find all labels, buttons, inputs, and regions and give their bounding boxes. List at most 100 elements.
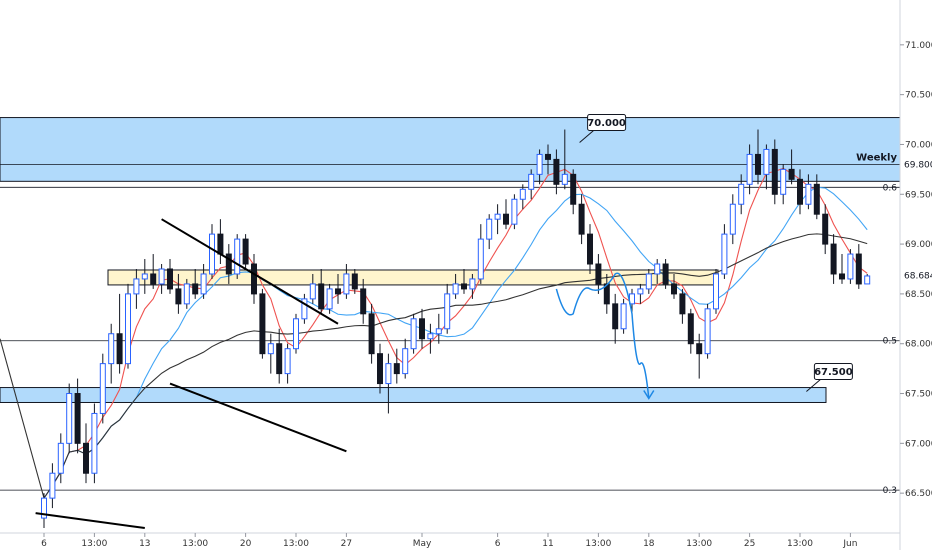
candle-23[interactable] bbox=[234, 234, 241, 279]
candle-84[interactable] bbox=[746, 144, 753, 195]
candle-32[interactable] bbox=[309, 273, 316, 304]
candle-12[interactable] bbox=[141, 259, 148, 294]
candle-13[interactable] bbox=[150, 254, 157, 289]
candle-77[interactable] bbox=[687, 308, 694, 354]
candle-4[interactable] bbox=[74, 378, 81, 454]
candle-53[interactable] bbox=[486, 214, 493, 250]
candle-71[interactable] bbox=[637, 283, 644, 304]
candle-38[interactable] bbox=[360, 278, 367, 324]
candle-81[interactable] bbox=[721, 224, 728, 279]
candle-57[interactable] bbox=[519, 184, 526, 210]
candle-66[interactable] bbox=[595, 254, 602, 294]
candle-98[interactable] bbox=[864, 273, 871, 285]
candle-25[interactable] bbox=[251, 254, 257, 304]
candle-16[interactable] bbox=[175, 273, 182, 314]
candle-55[interactable] bbox=[503, 199, 509, 230]
candle-58[interactable] bbox=[528, 169, 535, 200]
candle-62[interactable] bbox=[561, 129, 568, 190]
candle-94[interactable] bbox=[830, 234, 837, 284]
candle-76[interactable] bbox=[679, 288, 686, 324]
candle-19[interactable] bbox=[200, 264, 207, 299]
candle-22[interactable] bbox=[225, 244, 232, 284]
candles[interactable] bbox=[41, 129, 871, 529]
candle-7[interactable] bbox=[99, 353, 106, 424]
candle-20[interactable] bbox=[209, 224, 215, 279]
candle-56[interactable] bbox=[511, 194, 518, 230]
candle-24[interactable] bbox=[242, 234, 249, 269]
candle-1[interactable] bbox=[49, 463, 56, 509]
candle-87[interactable] bbox=[771, 139, 778, 205]
candle-49[interactable] bbox=[452, 273, 459, 299]
candle-61[interactable] bbox=[553, 149, 560, 195]
candle-95[interactable] bbox=[839, 254, 845, 284]
candle-47[interactable] bbox=[435, 313, 442, 344]
candle-5[interactable] bbox=[83, 423, 89, 484]
trendline-wedge-upper[interactable] bbox=[161, 218, 339, 325]
candle-64[interactable] bbox=[578, 194, 585, 245]
candle-41[interactable] bbox=[385, 353, 392, 414]
candle-30[interactable] bbox=[293, 313, 299, 354]
candle-93[interactable] bbox=[822, 204, 829, 255]
trendline-left-lower[interactable] bbox=[35, 512, 145, 530]
candle-68[interactable] bbox=[612, 293, 619, 344]
candle-37[interactable] bbox=[351, 268, 358, 294]
candle-46[interactable] bbox=[427, 323, 434, 354]
candle-79[interactable] bbox=[704, 303, 711, 359]
candle-54[interactable] bbox=[494, 204, 501, 235]
candle-50[interactable] bbox=[461, 268, 467, 294]
candle-27[interactable] bbox=[267, 333, 274, 374]
candle-65[interactable] bbox=[587, 224, 593, 274]
candle-34[interactable] bbox=[326, 283, 333, 314]
candle-45[interactable] bbox=[419, 308, 425, 349]
candle-51[interactable] bbox=[469, 273, 476, 299]
candle-69[interactable] bbox=[620, 298, 627, 334]
candle-29[interactable] bbox=[284, 343, 291, 384]
trendlines[interactable] bbox=[35, 218, 347, 530]
candle-85[interactable] bbox=[755, 129, 761, 185]
candle-59[interactable] bbox=[536, 149, 543, 185]
candle-60[interactable] bbox=[545, 144, 551, 175]
trendline-wedge-lower[interactable] bbox=[169, 382, 347, 453]
candle-6[interactable] bbox=[91, 403, 98, 484]
candle-42[interactable] bbox=[393, 348, 400, 384]
candle-97[interactable] bbox=[855, 244, 862, 289]
candle-28[interactable] bbox=[276, 328, 283, 384]
candle-40[interactable] bbox=[377, 343, 383, 394]
candle-11[interactable] bbox=[133, 268, 140, 309]
candle-86[interactable] bbox=[763, 144, 770, 190]
candle-3[interactable] bbox=[66, 383, 73, 454]
candle-31[interactable] bbox=[301, 293, 308, 324]
candle-0[interactable] bbox=[41, 493, 47, 529]
candle-82[interactable] bbox=[729, 194, 736, 245]
candle-63[interactable] bbox=[570, 169, 577, 215]
candle-9[interactable] bbox=[116, 293, 123, 374]
candle-2[interactable] bbox=[57, 433, 64, 484]
candle-26[interactable] bbox=[259, 288, 266, 359]
candle-33[interactable] bbox=[318, 268, 325, 314]
price-axis[interactable]: 71.000 70.500 70.000 69.500 69.000 68.500 68.0… bbox=[900, 41, 932, 499]
candle-15[interactable] bbox=[167, 259, 173, 294]
candle-39[interactable] bbox=[368, 303, 375, 364]
candle-90[interactable] bbox=[797, 169, 803, 215]
candle-88[interactable] bbox=[780, 164, 787, 205]
candle-43[interactable] bbox=[402, 338, 409, 379]
candle-44[interactable] bbox=[410, 313, 417, 354]
candle-35[interactable] bbox=[335, 273, 341, 304]
candle-83[interactable] bbox=[738, 174, 745, 215]
candle-80[interactable] bbox=[713, 268, 719, 314]
candle-74[interactable] bbox=[662, 259, 669, 289]
candle-18[interactable] bbox=[192, 268, 199, 299]
candle-75[interactable] bbox=[671, 273, 677, 299]
candle-8[interactable] bbox=[108, 323, 115, 384]
candle-36[interactable] bbox=[343, 264, 350, 299]
time-axis[interactable]: 6 13:00 13 13:00 20 13:00 27 May 6 11 13:00 18 13:00… bbox=[41, 533, 857, 549]
candle-91[interactable] bbox=[805, 174, 812, 210]
candle-48[interactable] bbox=[444, 283, 451, 334]
candle-96[interactable] bbox=[847, 249, 854, 284]
candle-73[interactable] bbox=[654, 259, 661, 284]
candle-89[interactable] bbox=[788, 149, 795, 185]
candle-72[interactable] bbox=[645, 268, 652, 294]
candle-14[interactable] bbox=[158, 264, 165, 294]
candle-52[interactable] bbox=[477, 224, 484, 284]
